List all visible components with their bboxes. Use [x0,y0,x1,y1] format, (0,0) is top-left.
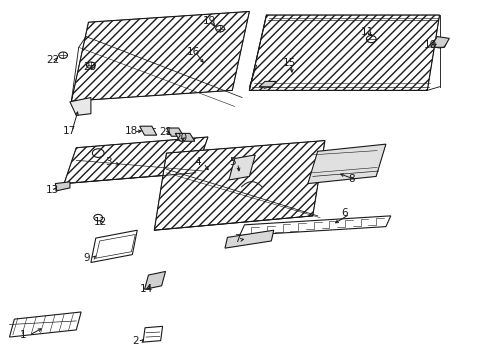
Text: 3: 3 [105,157,112,167]
Polygon shape [71,12,249,101]
Text: 8: 8 [347,174,354,184]
Text: 10: 10 [423,40,436,50]
Text: 7: 7 [233,234,240,244]
Polygon shape [140,126,157,135]
Polygon shape [430,37,448,47]
Text: 17: 17 [63,126,76,136]
Text: 19: 19 [203,16,216,26]
Polygon shape [239,216,390,235]
Polygon shape [55,182,70,191]
Text: 6: 6 [340,208,347,219]
Text: 18: 18 [125,126,138,136]
Polygon shape [249,15,439,90]
Polygon shape [144,271,165,289]
Text: 11: 11 [360,27,373,37]
Polygon shape [259,81,276,87]
Text: 14: 14 [140,284,153,294]
Polygon shape [143,326,162,342]
Text: 16: 16 [186,47,200,57]
Text: 13: 13 [45,185,59,195]
Polygon shape [154,140,325,230]
Text: 4: 4 [194,157,201,167]
Polygon shape [9,312,81,337]
Polygon shape [166,128,183,136]
Text: 12: 12 [93,217,106,227]
Text: 20: 20 [173,134,186,143]
Text: 23: 23 [83,62,97,72]
Polygon shape [224,230,273,248]
Text: 15: 15 [282,58,295,68]
Polygon shape [64,137,207,184]
Polygon shape [175,134,194,141]
Polygon shape [91,230,137,262]
Text: 1: 1 [20,330,27,339]
Text: 9: 9 [83,253,90,263]
Text: 22: 22 [46,54,60,64]
Text: 2: 2 [132,336,139,346]
Polygon shape [307,144,385,184]
Polygon shape [70,98,91,116]
Text: 5: 5 [228,157,235,167]
Polygon shape [228,155,255,180]
Text: 21: 21 [159,127,172,137]
